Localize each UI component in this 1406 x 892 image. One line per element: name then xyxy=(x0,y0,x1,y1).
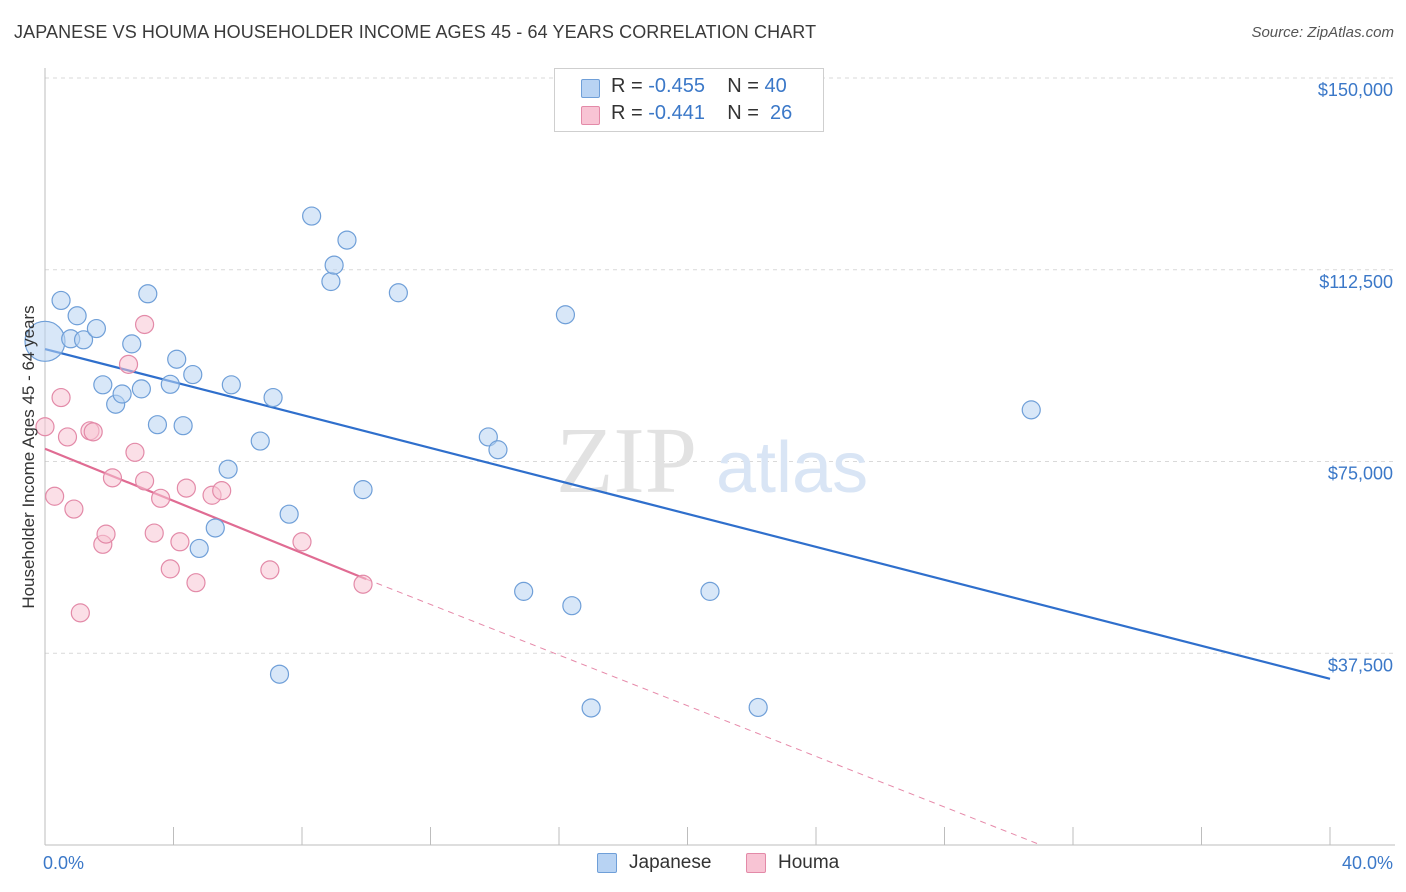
point-japanese xyxy=(173,416,193,436)
point-japanese xyxy=(700,581,720,601)
point-houma xyxy=(102,468,123,488)
y-tick-label: $37,500 xyxy=(1328,655,1393,675)
point-japanese xyxy=(122,334,142,354)
point-houma xyxy=(125,442,145,462)
legend-swatch-houma xyxy=(581,106,600,125)
point-houma xyxy=(134,471,155,491)
correlation-legend: R = -0.455 N = 40 R = -0.441 N = 26 xyxy=(554,68,824,132)
point-houma xyxy=(51,387,71,408)
trend-line-houma xyxy=(44,447,367,581)
point-japanese xyxy=(353,480,373,500)
tick-labels: $37,500 $75,000 $112,500 $150,000 0.0% 40.0% xyxy=(43,80,1393,873)
point-japanese xyxy=(388,283,408,303)
point-houma xyxy=(83,422,103,442)
point-houma xyxy=(70,603,90,623)
point-japanese xyxy=(138,284,158,304)
legend-label-japanese: Japanese xyxy=(629,852,712,873)
point-japanese xyxy=(478,427,498,447)
legend-label-houma: Houma xyxy=(778,852,840,873)
point-houma xyxy=(160,559,180,579)
point-japanese xyxy=(131,379,151,399)
point-japanese xyxy=(67,306,87,326)
point-japanese xyxy=(748,697,768,718)
watermark-zip: ZIP xyxy=(556,409,697,513)
point-houma xyxy=(260,560,280,580)
y-tick-label: $75,000 xyxy=(1328,464,1393,484)
point-japanese xyxy=(488,440,508,460)
trend-lines xyxy=(44,347,1331,846)
point-japanese xyxy=(183,364,203,385)
x-tick-label: 0.0% xyxy=(43,853,84,873)
point-houma xyxy=(57,427,78,447)
point-japanese xyxy=(86,318,107,339)
legend-r-label: R = xyxy=(611,102,643,124)
point-houma xyxy=(170,532,190,552)
legend-n-value: 40 xyxy=(764,75,787,97)
chart-title: JAPANESE VS HOUMA HOUSEHOLDER INCOME AGE… xyxy=(14,22,817,42)
legend-swatch-houma xyxy=(746,853,766,873)
source-label: Source: ZipAtlas.com xyxy=(1251,24,1394,41)
point-japanese xyxy=(250,431,270,451)
legend-n-value: 26 xyxy=(770,102,793,124)
legend-n-label: N = xyxy=(727,75,759,97)
legend-r-value: -0.455 xyxy=(648,75,705,97)
trend-line-houma-extension xyxy=(366,578,1042,846)
axes xyxy=(44,68,1395,846)
point-houma xyxy=(353,574,373,594)
point-japanese xyxy=(73,330,94,350)
legend-n-label: N = xyxy=(727,102,759,124)
point-japanese xyxy=(221,375,241,395)
point-japanese xyxy=(167,349,187,369)
point-houma xyxy=(144,523,164,543)
legend-r-value: -0.441 xyxy=(648,102,705,124)
point-japanese xyxy=(160,374,180,394)
watermark-atlas: atlas xyxy=(716,428,868,508)
point-houma xyxy=(176,478,196,498)
point-japanese xyxy=(581,698,601,718)
gridlines xyxy=(45,77,1395,654)
point-japanese xyxy=(302,206,322,226)
point-japanese xyxy=(1021,400,1041,420)
point-japanese xyxy=(324,255,344,275)
point-japanese xyxy=(555,305,576,325)
point-japanese xyxy=(147,415,168,435)
data-points xyxy=(24,206,1041,718)
point-japanese xyxy=(514,581,534,601)
point-japanese xyxy=(218,459,238,479)
point-houma xyxy=(45,486,65,506)
legend-r-label: R = xyxy=(611,75,643,97)
point-japanese xyxy=(562,596,582,616)
point-japanese xyxy=(51,290,71,311)
point-houma xyxy=(64,499,84,519)
point-japanese xyxy=(263,387,283,408)
point-japanese xyxy=(279,504,299,524)
point-houma xyxy=(35,417,55,437)
point-japanese xyxy=(112,384,132,404)
point-japanese xyxy=(93,375,113,395)
y-tick-label: $150,000 xyxy=(1318,80,1393,100)
trend-line-japanese xyxy=(44,347,1331,680)
point-houma xyxy=(134,314,155,335)
point-houma xyxy=(186,573,206,593)
legend-swatch-japanese xyxy=(597,853,617,873)
y-axis-label: Householder Income Ages 45 - 64 years xyxy=(19,305,38,608)
point-houma xyxy=(292,532,312,552)
point-houma xyxy=(96,524,116,544)
point-japanese xyxy=(269,664,290,684)
x-tick-label: 40.0% xyxy=(1342,853,1393,873)
point-japanese xyxy=(189,538,209,559)
point-houma xyxy=(151,488,171,508)
point-houma xyxy=(118,354,139,374)
point-japanese xyxy=(321,271,341,292)
point-japanese xyxy=(337,230,357,250)
watermark: ZIP atlas xyxy=(556,409,868,513)
point-houma xyxy=(212,481,232,501)
y-tick-label: $112,500 xyxy=(1319,272,1393,292)
legend-swatch-japanese xyxy=(581,79,600,98)
point-japanese xyxy=(205,518,225,538)
